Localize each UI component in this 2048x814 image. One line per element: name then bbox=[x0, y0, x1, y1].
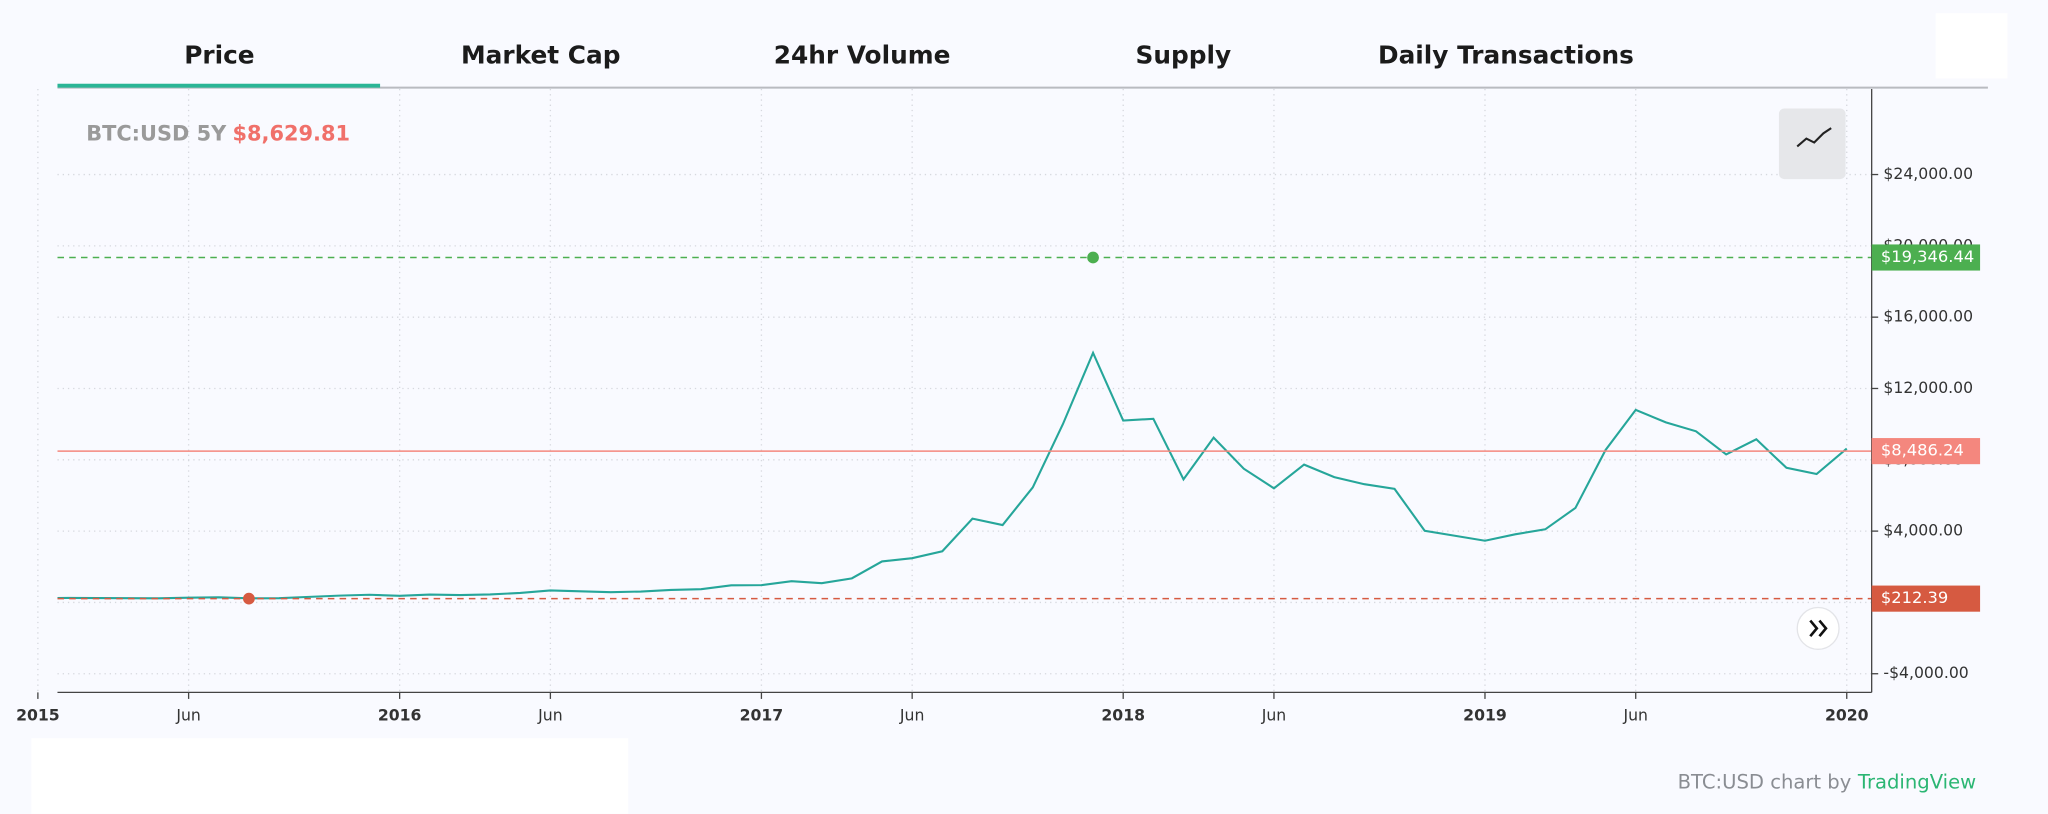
x-tick-label: Jun bbox=[1622, 705, 1647, 724]
chart-style-button[interactable] bbox=[1778, 108, 1846, 180]
attribution: BTC:USD chart by TradingView bbox=[1678, 770, 1977, 793]
price-label-bg bbox=[1871, 585, 1981, 612]
icon bbox=[1796, 127, 1832, 148]
y-tick-label: -$4,000.00 bbox=[1883, 663, 1968, 682]
extreme-dot bbox=[1087, 251, 1099, 264]
icon bbox=[1809, 619, 1819, 638]
current-price: $8,629.81 bbox=[232, 122, 350, 146]
x-tick-label: 2016 bbox=[378, 705, 422, 724]
price-label: $8,486.24 bbox=[1881, 441, 1964, 460]
tab[interactable]: Supply bbox=[1136, 40, 1232, 69]
tab[interactable]: Price bbox=[184, 40, 254, 69]
x-tick-label: 2017 bbox=[740, 705, 784, 724]
extreme-dot bbox=[243, 592, 255, 605]
tab[interactable]: Market Cap bbox=[461, 40, 620, 69]
icon bbox=[1818, 619, 1828, 638]
x-tick-label: 2018 bbox=[1101, 705, 1145, 724]
x-tick-label: Jun bbox=[899, 705, 924, 724]
plot-area bbox=[57, 251, 1872, 605]
price-line bbox=[57, 350, 1848, 600]
tab[interactable]: Daily Transactions bbox=[1378, 40, 1634, 69]
x-tick-label: 2015 bbox=[16, 705, 60, 724]
y-tick-label: $4,000.00 bbox=[1883, 521, 1963, 540]
x-tick-label: 2019 bbox=[1463, 705, 1507, 724]
y-tick-label: $16,000.00 bbox=[1883, 307, 1973, 326]
grid bbox=[37, 88, 1872, 693]
price-label-bg bbox=[1871, 244, 1981, 271]
symbol: BTC:USD 5Y bbox=[86, 122, 227, 146]
price-label: $212.39 bbox=[1881, 588, 1948, 607]
y-tick-label: $12,000.00 bbox=[1883, 378, 1973, 397]
price-labels: $19,346.44 $8,486.24 $212.39 bbox=[1871, 244, 1981, 612]
active-tab-underline bbox=[57, 83, 381, 88]
scroll-right-button[interactable] bbox=[1796, 606, 1840, 650]
button-bg[interactable] bbox=[1778, 108, 1846, 180]
tab[interactable]: 24hr Volume bbox=[774, 40, 951, 69]
tab-bar: Price Market Cap 24hr Volume Supply Daily Tr… bbox=[57, 40, 1634, 88]
x-tick-label: 2020 bbox=[1825, 705, 1869, 724]
attribution-brand[interactable]: TradingView bbox=[1857, 770, 1976, 793]
blank-box bbox=[1935, 13, 2008, 79]
y-tick-label: $24,000.00 bbox=[1883, 164, 1973, 183]
price-label: $19,346.44 bbox=[1881, 247, 1974, 266]
price-label-bg bbox=[1871, 438, 1981, 465]
x-tick-label: Jun bbox=[537, 705, 562, 724]
x-tick-label: Jun bbox=[1261, 705, 1286, 724]
blank-box bbox=[31, 738, 629, 814]
x-tick-label: Jun bbox=[175, 705, 200, 724]
attribution-text: BTC:USD chart by bbox=[1678, 770, 1852, 793]
